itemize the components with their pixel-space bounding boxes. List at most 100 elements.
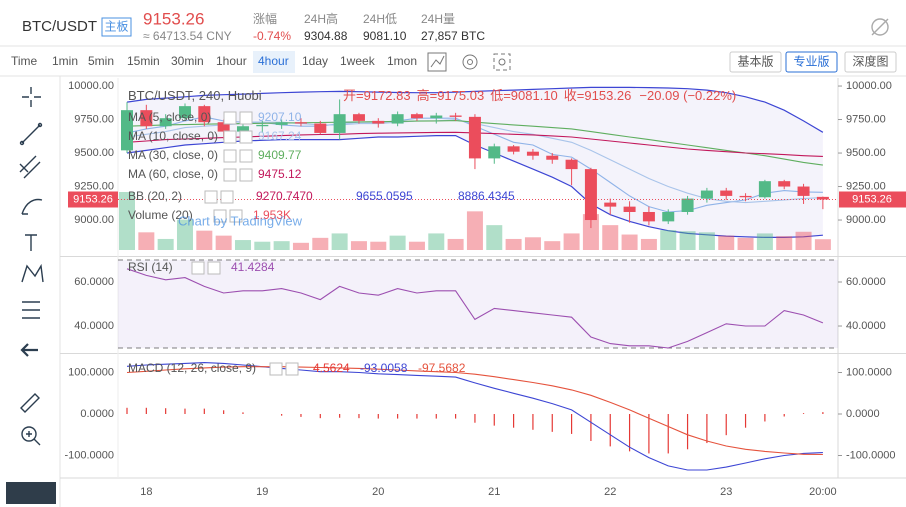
volume-bar (408, 241, 425, 250)
stat-label: 24H量 (421, 12, 455, 26)
legend-action[interactable] (191, 261, 205, 275)
rsi-tick-label-left: 40.0000 (74, 320, 114, 332)
ma-legend-name: MA (60, close, 0) (128, 167, 218, 181)
interval-highlight (253, 51, 295, 73)
candle-body (642, 211, 655, 222)
bb-legend-name: BB (20, 2) (128, 189, 182, 203)
candle-body (797, 186, 810, 196)
interval-button[interactable]: 1hour (216, 54, 247, 68)
macd-line (126, 362, 823, 471)
toolbar-icons[interactable] (427, 52, 511, 72)
volume-bar (466, 211, 483, 250)
ohlc-value: 9172.83 (364, 88, 411, 103)
last-price-tag-left (68, 191, 118, 208)
bb-legend-value: 8886.4345 (458, 189, 515, 203)
rsi-tick-label: 40.0000 (846, 320, 886, 332)
chart: 9000.00 9000.00 9250.00 9250.00 9500.00 9500.… (60, 78, 906, 498)
time-tick-label: 20:00 (809, 486, 837, 498)
macd-tick-label: 100.0000 (846, 366, 892, 378)
legend-action[interactable] (207, 261, 221, 275)
price-cny: ≈ 64713.54 CNY (143, 29, 232, 43)
legend-action[interactable] (223, 111, 237, 125)
volume-bar (157, 238, 174, 250)
legend-symbol: BTC/USDT, 240, Huobi (128, 88, 262, 103)
interval-button[interactable]: 15min (127, 54, 160, 68)
volume-bar (215, 235, 232, 250)
candle-body (256, 124, 269, 127)
signal-line (126, 366, 823, 456)
price-tick-label-left: 10000.00 (68, 80, 114, 92)
legend-action[interactable] (285, 362, 299, 376)
candle-body (662, 211, 675, 222)
interval-button[interactable]: 1mon (387, 54, 417, 68)
legend-action[interactable] (223, 149, 237, 163)
interval-button[interactable]: 1min (52, 54, 78, 68)
view-button-frame[interactable] (785, 51, 838, 73)
bb-legend-value: 9655.0595 (356, 189, 413, 203)
volume-bar (505, 238, 522, 250)
candle-body (604, 202, 617, 207)
legend-action[interactable] (223, 130, 237, 144)
ohlc-label: 高= (417, 88, 438, 103)
candle-body (410, 114, 423, 119)
volume-bar (312, 237, 329, 250)
time-tick-label: 22 (604, 486, 616, 498)
drawing-tools[interactable] (19, 87, 44, 446)
interval-button[interactable]: 5min (88, 54, 114, 68)
macd-legend-value: -93.0058 (360, 361, 408, 375)
candle-body (236, 126, 249, 132)
rsi-tick-label-left: 60.0000 (74, 276, 114, 288)
legend-action[interactable] (220, 190, 234, 204)
volume-bar (119, 192, 135, 250)
watermark: Chart by TradingView (178, 213, 303, 228)
interval-button[interactable]: 1day (302, 54, 328, 68)
view-button[interactable]: 基本版 (737, 55, 773, 69)
legend-action[interactable] (269, 362, 283, 376)
volume-bar (273, 241, 290, 250)
volume-bar (563, 233, 580, 250)
legend-action[interactable] (239, 168, 253, 182)
legend-action[interactable] (229, 209, 243, 223)
candle-body (565, 159, 578, 170)
volume-bar (524, 237, 541, 250)
candle-body (391, 114, 404, 124)
price-tick-label-left: 9250.00 (74, 180, 114, 192)
legend-action[interactable] (239, 111, 253, 125)
macd-legend-value: 4.5624 (313, 361, 350, 375)
ma-legend-value: 9207.10 (258, 110, 302, 124)
interval-button: Time (11, 54, 38, 68)
stat-label: 涨幅 (253, 11, 277, 26)
sidebar-toggle[interactable] (6, 482, 56, 504)
view-button[interactable]: 专业版 (793, 54, 829, 69)
interval-button[interactable]: 4hour (258, 54, 289, 68)
candle-body (526, 151, 539, 156)
volume-bar (331, 233, 348, 250)
time-tick-label: 18 (140, 486, 152, 498)
candle-body (546, 155, 559, 160)
view-button-frame[interactable] (844, 51, 897, 73)
hide-icon[interactable] (871, 18, 889, 36)
candle-body (294, 122, 307, 124)
interval-button[interactable]: 1week (340, 54, 376, 68)
legend-action[interactable] (204, 190, 218, 204)
legend-action[interactable] (223, 168, 237, 182)
macd-tick-label: -100.0000 (846, 449, 896, 461)
stat-label: 24H低 (363, 12, 397, 26)
view-button[interactable]: 深度图 (852, 54, 888, 69)
stat-value: 9304.88 (304, 29, 348, 43)
time-tick-label: 21 (488, 486, 500, 498)
candle-body (488, 146, 501, 159)
interval-button[interactable]: 30min (171, 54, 204, 68)
legend-action[interactable] (239, 149, 253, 163)
board-label: 主板 (104, 20, 128, 34)
legend-action[interactable] (213, 209, 227, 223)
ohlc-label: 收= (564, 88, 585, 103)
ma-legend-name: MA (10, close, 0) (128, 129, 218, 143)
volume-bar (737, 237, 754, 250)
volume-bar (718, 235, 735, 250)
symbol: BTC/USDT (22, 18, 97, 35)
view-button-frame[interactable] (729, 51, 782, 73)
volume-legend-name: Volume (20) (128, 208, 193, 222)
legend-action[interactable] (239, 130, 253, 144)
